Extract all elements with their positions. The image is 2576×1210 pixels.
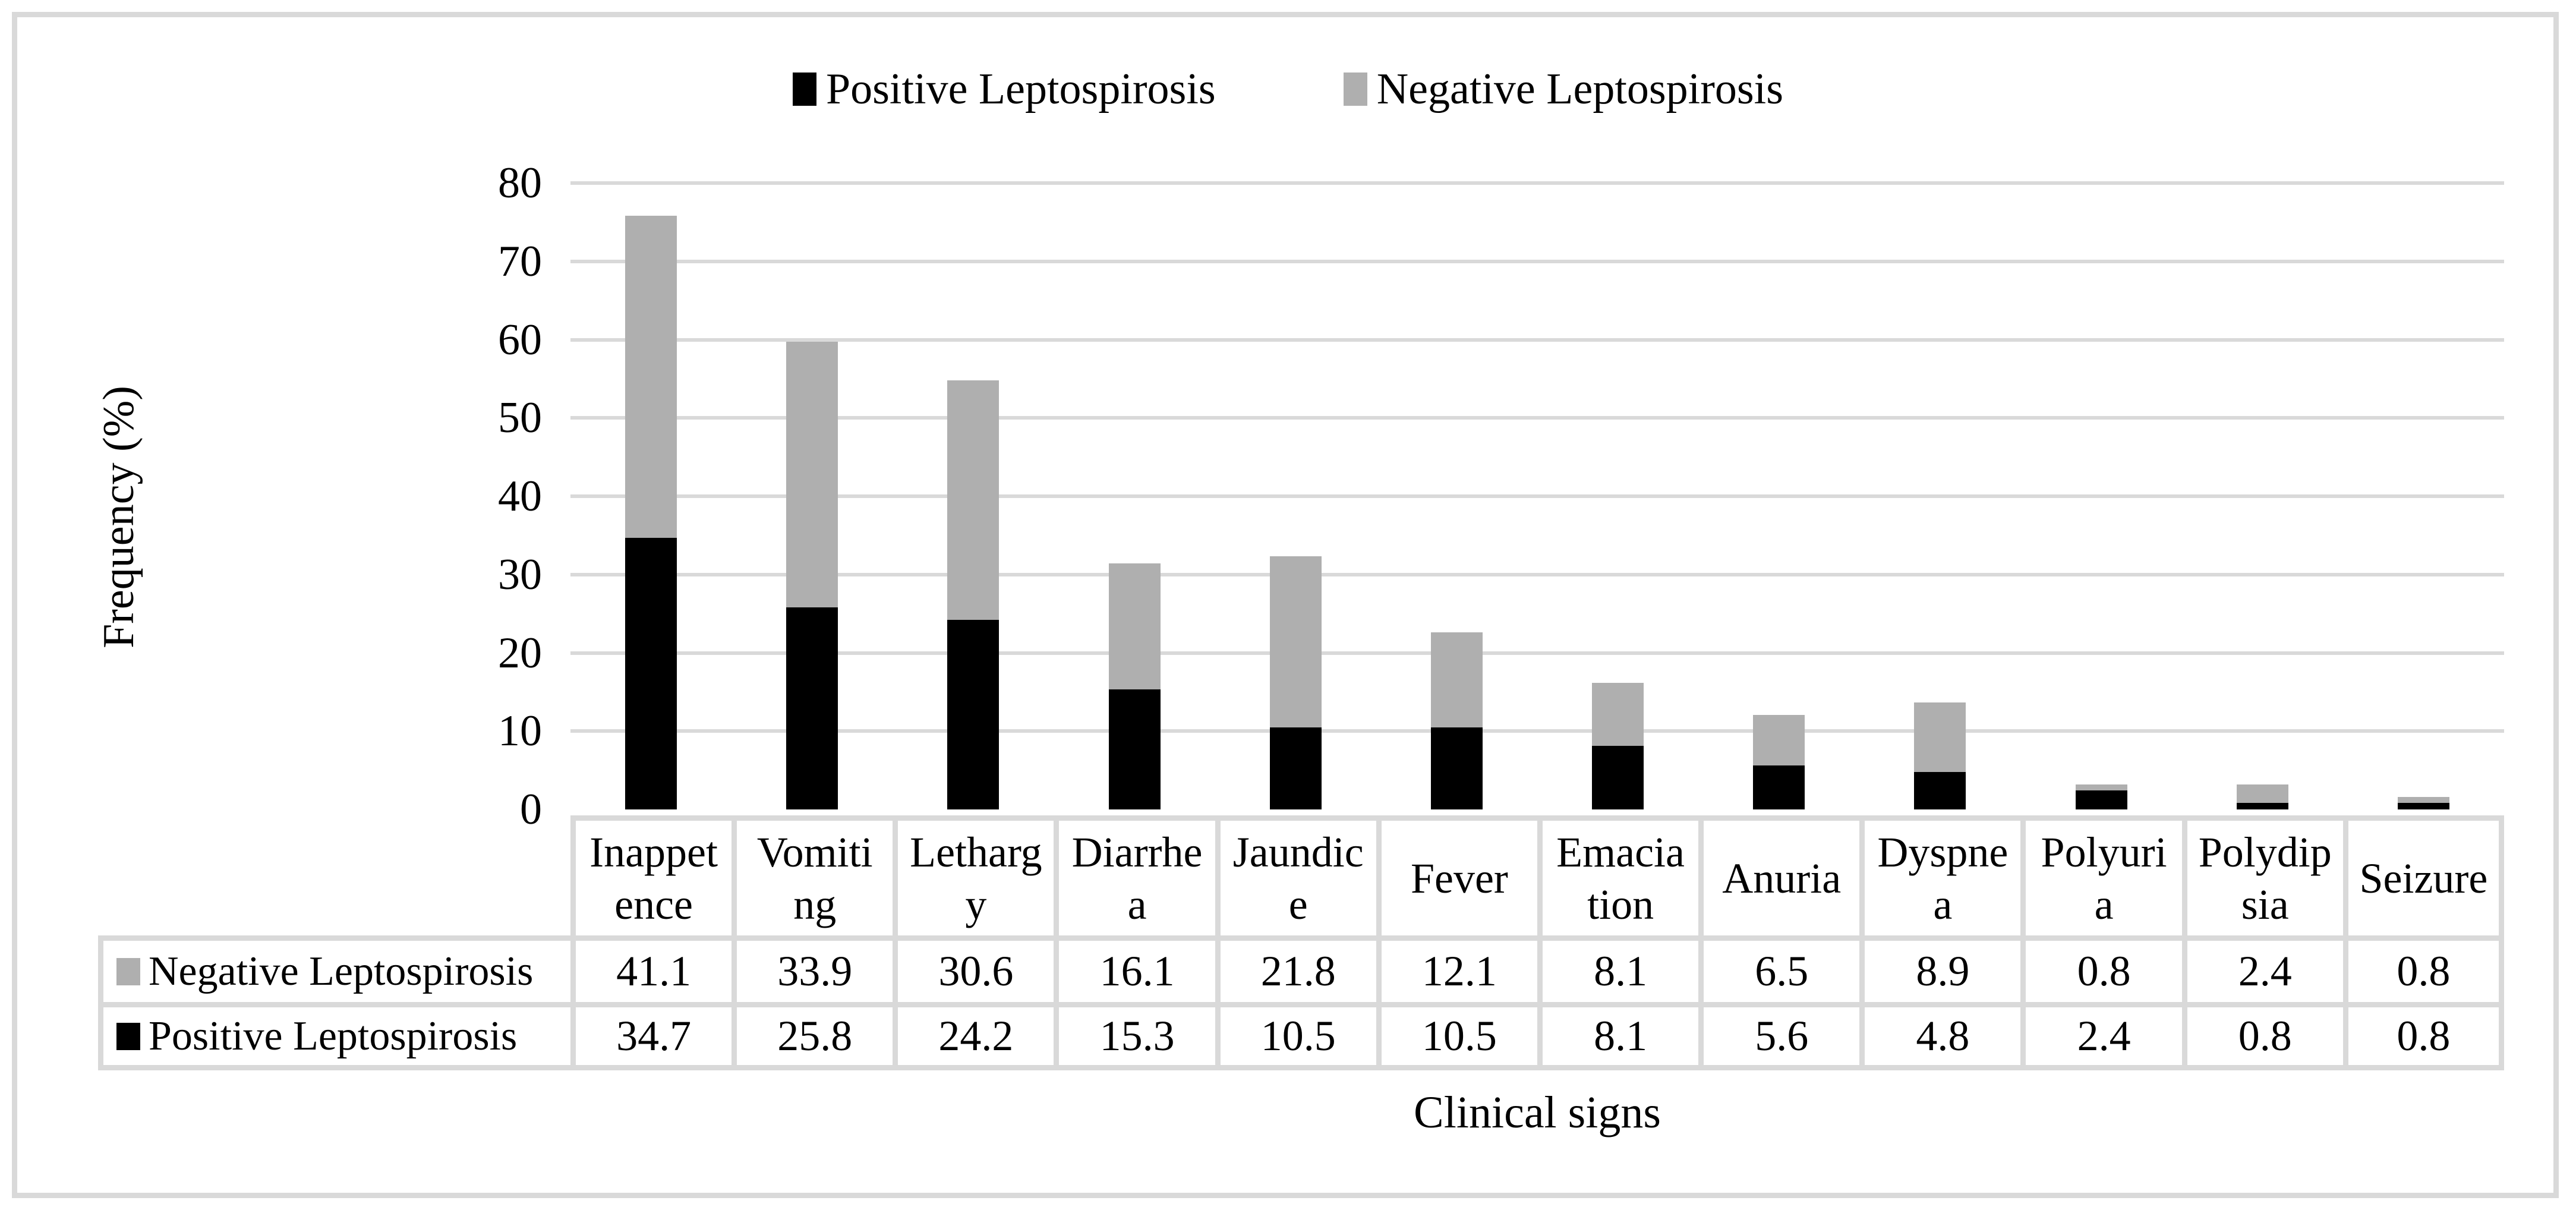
bar-negative-polyuria	[2075, 784, 2127, 791]
value-negative-seizure: 0.8	[2342, 935, 2504, 1002]
plot-area	[570, 181, 2504, 809]
x-axis-title: Clinical signs	[1414, 1088, 1661, 1137]
value-positive-diarrhea: 15.3	[1054, 1002, 1215, 1070]
bar-negative-fever	[1430, 632, 1483, 727]
legend-label-negative: Negative Leptospirosis	[1376, 65, 1784, 114]
table-header-diarrhea: Diarrhe a	[1054, 815, 1215, 935]
value-positive-emaciation: 8.1	[1537, 1002, 1699, 1070]
negative-row-swatch-icon	[116, 957, 140, 985]
legend-item-negative: Negative Leptospirosis	[1343, 65, 1784, 114]
bar-negative-seizure	[2397, 796, 2449, 803]
y-axis-tick-labels: 0 10 20 30 40 50 60 70 80	[364, 159, 542, 861]
table-header-polydipsia: Polydip sia	[2181, 815, 2343, 935]
bar-negative-diarrhea	[1108, 563, 1161, 690]
value-negative-lethargy: 30.6	[893, 935, 1054, 1002]
value-positive-vomiting: 25.8	[732, 1002, 893, 1070]
bar-positive-vomiting	[786, 607, 838, 809]
table-header-anuria: Anuria	[1698, 815, 1860, 935]
value-positive-polyuria: 2.4	[2020, 1002, 2182, 1070]
y-tick-70: 70	[498, 237, 542, 286]
gridline-70	[570, 259, 2504, 263]
gridline-40	[570, 494, 2504, 498]
value-positive-anuria: 5.6	[1698, 1002, 1860, 1070]
bar-positive-lethargy	[947, 620, 999, 809]
y-tick-80: 80	[498, 159, 542, 207]
table-row-header-positive-leptospirosis: Positive Leptospirosis	[98, 1002, 570, 1070]
bar-negative-polydipsia	[2236, 784, 2288, 803]
value-negative-polydipsia: 2.4	[2181, 935, 2343, 1002]
negative-series-swatch-icon	[1343, 73, 1367, 106]
table-header-fever: Fever	[1376, 815, 1537, 935]
bar-negative-anuria	[1753, 714, 1805, 766]
table-header-polyuria: Polyuri a	[2020, 815, 2182, 935]
table-corner-spacer	[98, 815, 570, 935]
table-row-label: Positive Leptospirosis	[149, 1013, 518, 1059]
bar-positive-fever	[1430, 727, 1483, 809]
table-header-dyspnea: Dyspne a	[1859, 815, 2021, 935]
bar-negative-jaundice	[1269, 556, 1322, 727]
bar-positive-seizure	[2397, 803, 2449, 809]
bar-positive-dyspnea	[1914, 771, 1966, 809]
value-negative-jaundice: 21.8	[1215, 935, 1376, 1002]
positive-series-swatch-icon	[792, 73, 816, 106]
value-positive-inappetence: 34.7	[570, 1002, 732, 1070]
table-row-header-negative-leptospirosis: Negative Leptospirosis	[98, 935, 570, 1002]
y-tick-20: 20	[498, 628, 542, 678]
bar-negative-dyspnea	[1914, 702, 1966, 772]
bar-positive-polyuria	[2075, 790, 2127, 809]
value-negative-diarrhea: 16.1	[1054, 935, 1215, 1002]
y-tick-40: 40	[498, 472, 542, 521]
y-tick-0: 0	[520, 785, 542, 834]
y-tick-10: 10	[498, 707, 542, 756]
positive-row-swatch-icon	[116, 1022, 140, 1050]
gridline-30	[570, 572, 2504, 576]
bar-positive-anuria	[1753, 765, 1805, 809]
table-row-label: Negative Leptospirosis	[149, 948, 534, 994]
gridline-60	[570, 338, 2504, 342]
value-positive-dyspnea: 4.8	[1859, 1002, 2021, 1070]
value-positive-seizure: 0.8	[2342, 1002, 2504, 1070]
y-tick-50: 50	[498, 393, 542, 443]
table-header-emaciation: Emacia tion	[1537, 815, 1699, 935]
y-tick-60: 60	[498, 315, 542, 364]
bar-positive-inappetence	[625, 537, 677, 809]
value-negative-fever: 12.1	[1376, 935, 1537, 1002]
table-header-inappetence: Inappet ence	[570, 815, 732, 935]
bar-negative-lethargy	[947, 380, 999, 620]
legend-item-positive: Positive Leptospirosis	[792, 65, 1216, 114]
value-negative-vomiting: 33.9	[732, 935, 893, 1002]
gridline-20	[570, 651, 2504, 655]
value-positive-lethargy: 24.2	[893, 1002, 1054, 1070]
table-header-lethargy: Letharg y	[893, 815, 1054, 935]
bar-positive-emaciation	[1592, 746, 1644, 809]
value-positive-fever: 10.5	[1376, 1002, 1537, 1070]
value-negative-polyuria: 0.8	[2020, 935, 2182, 1002]
gridline-80	[570, 181, 2504, 185]
y-axis-title: Frequency (%)	[94, 386, 143, 648]
value-positive-polydipsia: 0.8	[2181, 1002, 2343, 1070]
value-positive-jaundice: 10.5	[1215, 1002, 1376, 1070]
value-negative-inappetence: 41.1	[570, 935, 732, 1002]
bar-positive-diarrhea	[1108, 689, 1161, 809]
bar-positive-jaundice	[1269, 727, 1322, 809]
table-header-jaundice: Jaundic e	[1215, 815, 1376, 935]
value-negative-dyspnea: 8.9	[1859, 935, 2021, 1002]
value-negative-anuria: 6.5	[1698, 935, 1860, 1002]
chart-legend: Positive Leptospirosis Negative Leptospi…	[0, 52, 2576, 126]
gridline-10	[570, 729, 2504, 733]
bar-negative-vomiting	[786, 342, 838, 608]
value-negative-emaciation: 8.1	[1537, 935, 1699, 1002]
bar-negative-emaciation	[1592, 682, 1644, 746]
y-tick-30: 30	[498, 550, 542, 599]
table-header-seizure: Seizure	[2342, 815, 2504, 935]
gridline-50	[570, 416, 2504, 420]
table-header-vomiting: Vomiti ng	[732, 815, 893, 935]
bar-positive-polydipsia	[2236, 803, 2288, 809]
legend-label-positive: Positive Leptospirosis	[825, 65, 1216, 114]
bar-negative-inappetence	[625, 216, 677, 538]
